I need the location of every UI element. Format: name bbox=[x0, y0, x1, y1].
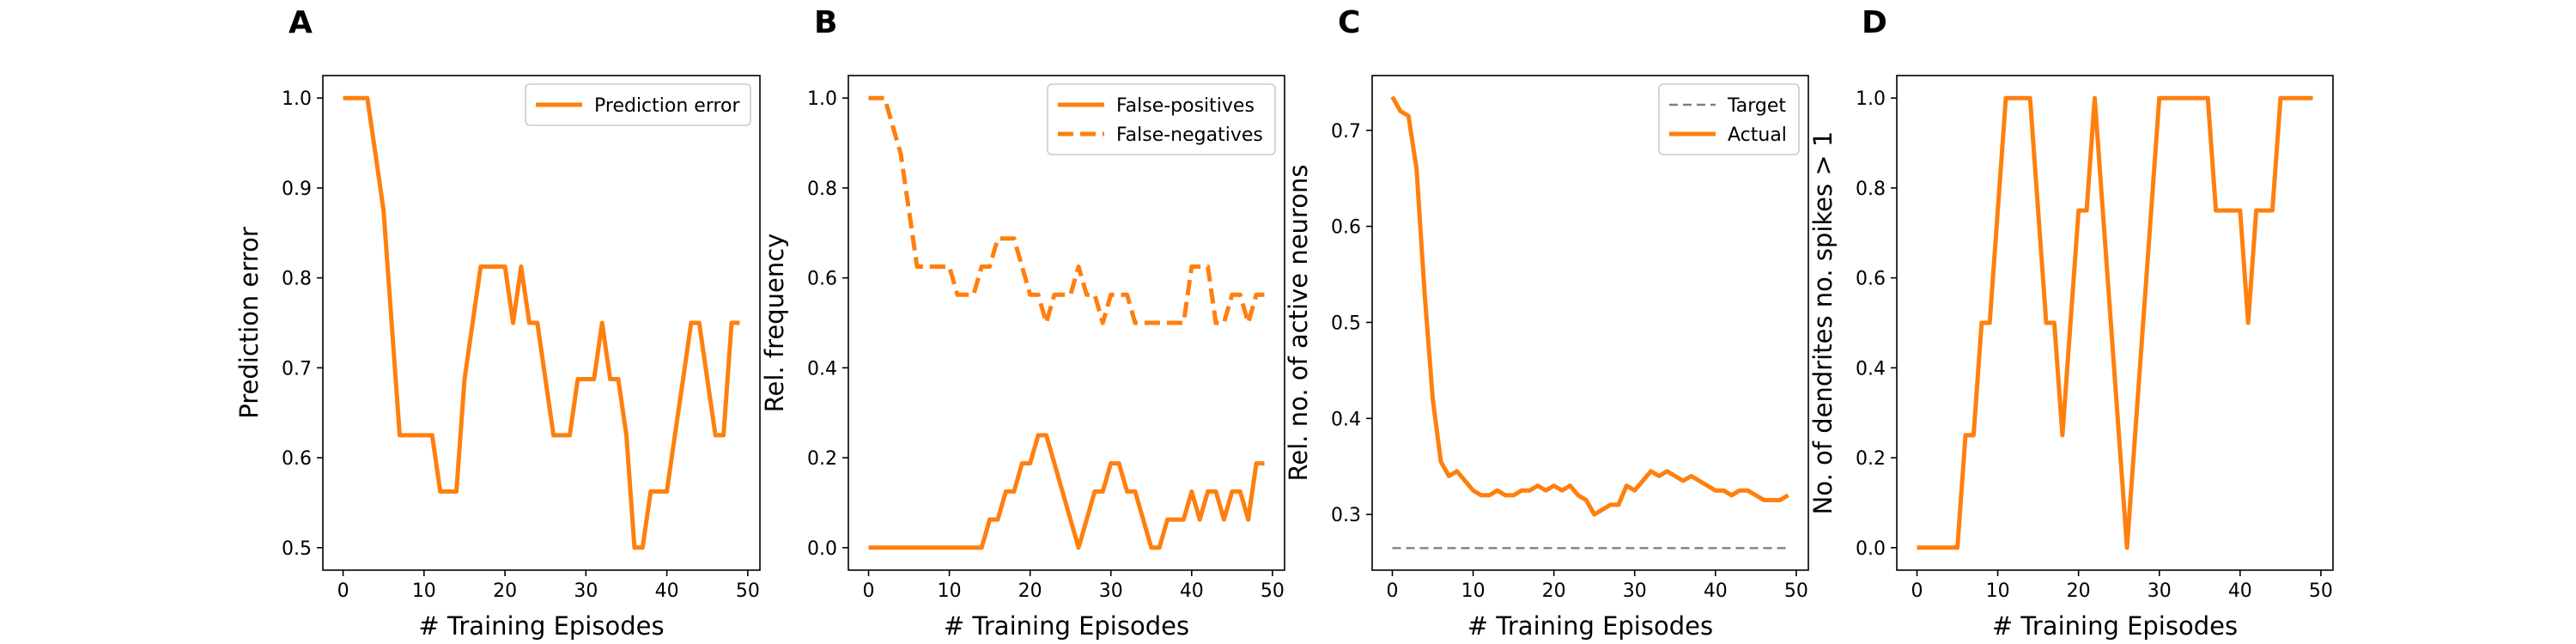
x-tick-label-a-20: 20 bbox=[493, 580, 517, 602]
y-tick-label-d-4: 0.8 bbox=[1856, 179, 1886, 200]
plot-frame-b bbox=[848, 75, 1285, 571]
series-line-a-0 bbox=[343, 95, 740, 550]
legend-c: Target Actual bbox=[1658, 83, 1800, 155]
series-line-b-1 bbox=[868, 95, 1265, 325]
legend-box-c bbox=[1658, 83, 1800, 155]
x-axis-label-a: # Training Episodes bbox=[418, 611, 664, 641]
panel-letter-d: D bbox=[1862, 5, 1887, 40]
x-axis-label-d: # Training Episodes bbox=[1992, 611, 2238, 641]
y-tick-label-a-2: 0.7 bbox=[282, 358, 312, 380]
legend-label-c-0: Target bbox=[1727, 95, 1786, 117]
y-tick-label-a-3: 0.8 bbox=[282, 269, 312, 290]
y-tick-label-b-4: 0.8 bbox=[807, 179, 837, 200]
legend-a: Prediction error bbox=[525, 83, 751, 126]
x-tick-label-a-0: 0 bbox=[337, 580, 349, 602]
y-tick-label-c-3: 0.6 bbox=[1331, 217, 1361, 239]
y-axis-label-d: No. of dendrites no. spikes > 1 bbox=[1808, 131, 1838, 515]
plot-frame-a bbox=[322, 75, 761, 571]
legend-label-c-1: Actual bbox=[1728, 125, 1787, 146]
y-tick-label-d-3: 0.6 bbox=[1856, 269, 1886, 290]
x-tick-label-b-30: 30 bbox=[1099, 580, 1123, 602]
y-tick-label-a-0: 0.5 bbox=[282, 538, 312, 560]
x-tick-label-d-0: 0 bbox=[1911, 580, 1923, 602]
y-tick-label-a-4: 0.9 bbox=[282, 179, 312, 200]
y-tick-label-d-5: 1.0 bbox=[1856, 88, 1886, 110]
legend-b: False-positives False-negatives bbox=[1047, 83, 1276, 155]
x-axis-label-b: # Training Episodes bbox=[944, 611, 1189, 641]
x-tick-label-b-20: 20 bbox=[1018, 580, 1042, 602]
x-tick-label-d-10: 10 bbox=[1986, 580, 2010, 602]
panel-d: D 0 10 20 30 40 50 0.0 0.2 0.4 0.6 0.8 1.0 # Trainin… bbox=[1808, 5, 2334, 641]
x-tick-label-b-0: 0 bbox=[863, 580, 875, 602]
x-tick-label-a-40: 40 bbox=[655, 580, 679, 602]
y-tick-label-b-2: 0.4 bbox=[807, 358, 837, 380]
y-tick-label-d-1: 0.2 bbox=[1856, 448, 1886, 470]
x-tick-label-d-50: 50 bbox=[2309, 580, 2333, 602]
y-axis-label-a: Prediction error bbox=[234, 227, 264, 419]
x-tick-label-c-50: 50 bbox=[1784, 580, 1808, 602]
panel-letter-c: C bbox=[1338, 5, 1360, 40]
y-axis-label-c: Rel. no. of active neurons bbox=[1284, 165, 1313, 482]
series-line-d-0 bbox=[1917, 95, 2313, 550]
x-tick-label-d-40: 40 bbox=[2228, 580, 2252, 602]
legend-box-a bbox=[525, 83, 751, 126]
panel-c: C 0 10 20 30 40 50 0.3 0.4 0.5 0.6 0.7 # Training E… bbox=[1284, 5, 1809, 641]
x-tick-label-a-50: 50 bbox=[736, 580, 760, 602]
x-axis-label-c: # Training Episodes bbox=[1467, 611, 1713, 641]
x-tick-label-a-10: 10 bbox=[412, 580, 436, 602]
y-axis-label-b: Rel. frequency bbox=[760, 234, 789, 413]
y-tick-label-d-0: 0.0 bbox=[1856, 538, 1886, 560]
y-tick-label-a-1: 0.6 bbox=[282, 448, 312, 470]
y-tick-label-b-5: 1.0 bbox=[807, 88, 837, 110]
x-tick-label-b-10: 10 bbox=[938, 580, 962, 602]
x-tick-label-a-30: 30 bbox=[574, 580, 598, 602]
panel-letter-b: B bbox=[814, 5, 837, 40]
legend-label-b-1: False-negatives bbox=[1116, 125, 1263, 146]
panel-letter-a: A bbox=[289, 5, 313, 40]
y-tick-label-b-0: 0.0 bbox=[807, 538, 837, 560]
y-tick-label-c-2: 0.5 bbox=[1331, 313, 1361, 334]
x-tick-label-b-50: 50 bbox=[1261, 580, 1285, 602]
legend-box-b bbox=[1047, 83, 1276, 155]
y-tick-label-b-1: 0.2 bbox=[807, 448, 837, 470]
panel-b: B 0 10 20 30 40 50 0.0 0.2 0.4 0.6 0.8 1.0 # Trainin… bbox=[760, 5, 1285, 641]
x-tick-label-d-20: 20 bbox=[2067, 580, 2091, 602]
x-tick-label-b-40: 40 bbox=[1180, 580, 1204, 602]
x-tick-label-c-30: 30 bbox=[1623, 580, 1647, 602]
series-line-c-1 bbox=[1390, 95, 1789, 517]
legend-label-b-0: False-positives bbox=[1116, 95, 1255, 117]
x-tick-label-c-40: 40 bbox=[1704, 580, 1728, 602]
y-tick-label-c-1: 0.4 bbox=[1331, 409, 1361, 430]
x-tick-label-c-0: 0 bbox=[1387, 580, 1399, 602]
y-tick-label-a-5: 1.0 bbox=[282, 88, 312, 110]
x-tick-label-c-20: 20 bbox=[1542, 580, 1566, 602]
x-tick-label-d-30: 30 bbox=[2148, 580, 2172, 602]
y-tick-label-d-2: 0.4 bbox=[1856, 358, 1886, 380]
y-tick-label-c-0: 0.3 bbox=[1331, 505, 1361, 526]
series-line-b-0 bbox=[868, 433, 1265, 550]
x-tick-label-c-10: 10 bbox=[1461, 580, 1485, 602]
panel-a: A 0 10 20 30 40 50 0.5 0.6 0.7 0.8 0.9 1.0 # Trainin… bbox=[234, 5, 761, 641]
plot-frame-c bbox=[1371, 75, 1809, 571]
y-tick-label-b-3: 0.6 bbox=[807, 269, 837, 290]
plot-frame-d bbox=[1896, 75, 2334, 571]
y-tick-label-c-4: 0.7 bbox=[1331, 121, 1361, 143]
legend-label-a-0: Prediction error bbox=[594, 95, 740, 117]
